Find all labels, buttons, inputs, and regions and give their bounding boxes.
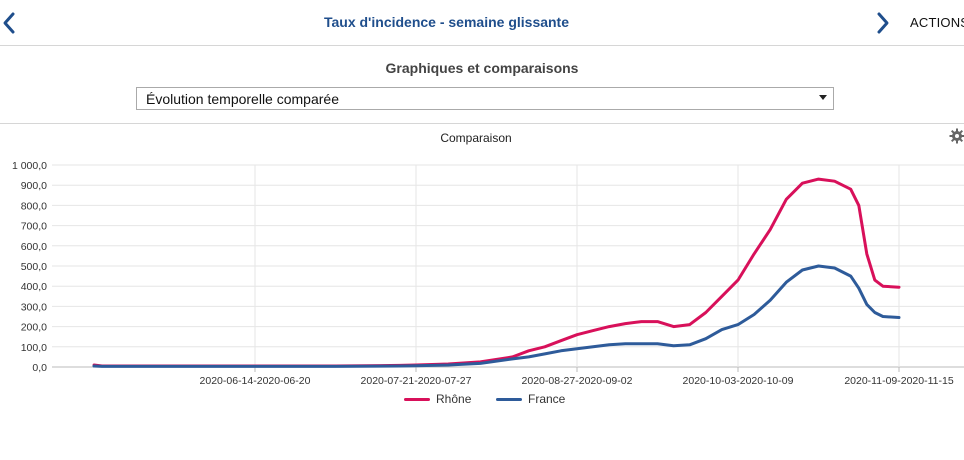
chart-title: Comparaison xyxy=(440,131,512,145)
y-tick-label: 700,0 xyxy=(21,221,47,233)
gear-icon xyxy=(949,128,964,144)
y-tick-label: 900,0 xyxy=(21,180,47,192)
x-tick-label: 2020-11-09-2020-11-15 xyxy=(844,375,954,387)
x-tick-label: 2020-06-14-2020-06-20 xyxy=(200,375,311,387)
y-tick-label: 600,0 xyxy=(21,241,47,253)
series-line-rhone xyxy=(92,177,901,368)
legend-label: France xyxy=(528,392,566,406)
y-tick-label: 500,0 xyxy=(21,261,47,273)
y-tick-label: 200,0 xyxy=(21,322,47,334)
y-tick-label: 400,0 xyxy=(21,281,47,293)
legend-label: Rhône xyxy=(436,392,472,406)
chevron-left-icon xyxy=(3,12,15,34)
chart-type-select[interactable]: Évolution temporelle comparée xyxy=(136,87,834,110)
chart-settings-button[interactable] xyxy=(949,128,964,144)
y-tick-label: 300,0 xyxy=(21,301,47,313)
select-value: Évolution temporelle comparée xyxy=(146,91,339,107)
back-button[interactable] xyxy=(1,10,21,36)
x-tick-label: 2020-07-21-2020-07-27 xyxy=(361,375,472,387)
y-tick-label: 1 000,0 xyxy=(12,160,47,172)
x-tick-label: 2020-08-27-2020-09-02 xyxy=(522,375,633,387)
legend-swatch xyxy=(496,398,522,401)
y-tick-label: 100,0 xyxy=(21,342,47,354)
top-bar: Taux d'incidence - semaine glissante ACT… xyxy=(0,0,964,46)
forward-button[interactable] xyxy=(873,10,893,36)
section-title: Graphiques et comparaisons xyxy=(385,60,579,76)
legend-swatch xyxy=(404,398,430,401)
page-title: Taux d'incidence - semaine glissante xyxy=(323,14,570,30)
dropdown-arrow-icon xyxy=(819,95,827,100)
y-tick-label: 0,0 xyxy=(32,362,47,374)
actions-button[interactable]: ACTIONS xyxy=(910,15,964,30)
divider xyxy=(0,123,964,124)
line-chart: 0,0 100,0 200,0 300,0 400,0 500,0 600,0 700,0 80… xyxy=(12,160,964,387)
chevron-right-icon xyxy=(877,12,889,34)
series-line-france xyxy=(92,264,901,368)
x-tick-label: 2020-10-03-2020-10-09 xyxy=(683,375,794,387)
y-tick-label: 800,0 xyxy=(21,200,47,212)
